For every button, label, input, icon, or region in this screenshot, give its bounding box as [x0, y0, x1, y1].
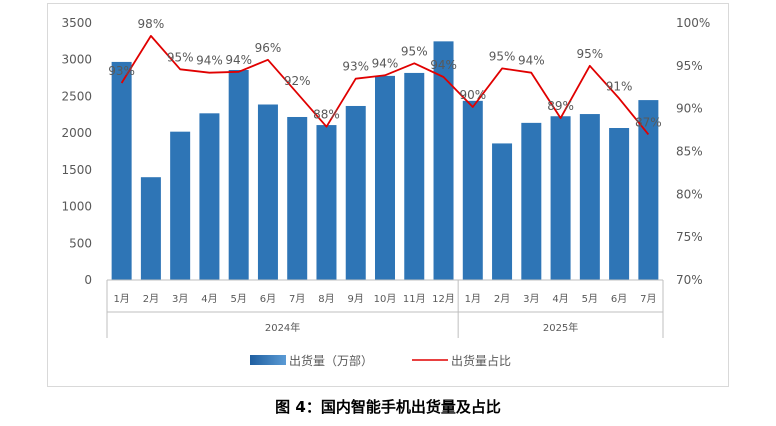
bar-16: [550, 116, 571, 280]
y-right-tick-85pct: 85%: [676, 145, 703, 159]
data-label-3: 95%: [167, 50, 194, 64]
x-category-18: 6月: [611, 293, 627, 305]
x-category-13: 1月: [465, 293, 481, 305]
line-layer: [120, 35, 650, 135]
x-category-17: 5月: [582, 293, 598, 305]
x-category-4: 4月: [201, 293, 217, 305]
y-left-tick-2000: 2000: [61, 126, 92, 140]
x-category-7: 7月: [289, 293, 305, 305]
data-label-6: 96%: [255, 41, 282, 55]
bar-6: [257, 104, 278, 281]
group-label-1: 2024年: [265, 321, 300, 334]
figure-caption: 图 4：国内智能手机出货量及占比: [275, 398, 501, 416]
x-category-19: 7月: [640, 293, 656, 305]
legend-line-label: 出货量占比: [451, 353, 511, 368]
y-left-tick-500: 500: [69, 236, 92, 250]
legend: 出货量（万部） 出货量占比: [250, 353, 511, 368]
bar-7: [287, 116, 308, 280]
x-category-3: 3月: [172, 293, 188, 305]
y-right-tick-90pct: 90%: [676, 102, 703, 116]
x-category-2: 2月: [143, 293, 159, 305]
bar-5: [228, 69, 249, 280]
y-left-tick-1500: 1500: [61, 163, 92, 177]
y-left-tick-2500: 2500: [61, 89, 92, 103]
bar-18: [609, 128, 630, 280]
data-label-7: 92%: [284, 74, 311, 88]
bar-8: [316, 125, 337, 281]
legend-bar-label: 出货量（万部）: [289, 353, 373, 368]
labels-layer: 93%98%95% 94% 94%96%92%88%93% 94%95%94%90%9…: [108, 17, 661, 130]
x-category-8: 8月: [318, 293, 334, 305]
data-label-13: 90%: [459, 88, 486, 102]
data-label-17: 95%: [577, 47, 604, 61]
x-category-14: 2月: [494, 293, 510, 305]
bars-layer: [111, 41, 659, 281]
data-label-14: 95%: [489, 49, 516, 63]
bar-17: [579, 114, 600, 281]
data-label-11: 95%: [401, 44, 428, 58]
bar-13: [462, 100, 483, 280]
x-category-16: 4月: [552, 293, 568, 305]
x-category-12: 12月: [432, 293, 455, 305]
data-label-8: 88%: [313, 108, 340, 122]
legend-bar-swatch: [250, 355, 286, 365]
x-category-9: 9月: [348, 293, 364, 305]
data-label-9: 93%: [342, 60, 369, 74]
data-label-16: 89%: [547, 99, 574, 113]
y-left-tick-3000: 3000: [61, 53, 92, 67]
data-label-1: 93%: [108, 64, 135, 78]
bar-11: [404, 72, 425, 280]
bar-1: [111, 61, 132, 280]
data-label-2: 98%: [138, 17, 165, 31]
y-right-tick-75pct: 75%: [676, 230, 703, 244]
bar-14: [492, 143, 513, 280]
bar-15: [521, 122, 542, 280]
x-category-6: 6月: [260, 293, 276, 305]
bar-9: [345, 105, 366, 280]
bar-10: [375, 75, 395, 281]
data-label-10: 94%: [372, 56, 399, 70]
y-right-tick-80pct: 80%: [676, 187, 703, 201]
x-category-11: 11月: [403, 293, 426, 305]
x-category-10: 10月: [374, 293, 397, 305]
data-label-15: 94%: [518, 54, 545, 68]
share-line: [120, 35, 650, 135]
bar-19: [638, 100, 659, 280]
bar-12: [433, 41, 454, 280]
data-label-18: 91%: [606, 79, 633, 93]
x-category-5: 5月: [230, 293, 246, 305]
y-right-tick-95pct: 95%: [676, 59, 703, 73]
data-label-5: 94%: [225, 53, 252, 67]
x-category-15: 3月: [523, 293, 539, 305]
bar-4: [199, 113, 220, 281]
y-left-tick-3500: 3500: [61, 16, 92, 30]
data-label-19: 87%: [635, 115, 662, 129]
y-right-tick-100pct: 100%: [676, 16, 710, 30]
group-label-2: 2025年: [543, 321, 578, 334]
x-category-1: 1月: [113, 293, 129, 305]
y-left-tick-1000: 1000: [61, 200, 92, 214]
y-left-tick-0: 0: [84, 273, 92, 287]
bar-2: [140, 177, 161, 280]
y-right-tick-70pct: 70%: [676, 273, 703, 287]
axes-layer: 0 500 1000 1500 2000 2500 3000 3500 70% 75% 80% 85%…: [61, 16, 710, 338]
data-label-12: 94%: [430, 58, 457, 72]
data-label-4: 94%: [196, 54, 223, 68]
bar-3: [170, 131, 191, 280]
